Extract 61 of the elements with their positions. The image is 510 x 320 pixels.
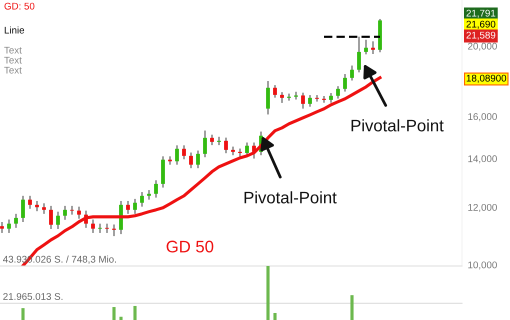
candlestick — [224, 137, 228, 154]
candlestick — [189, 152, 193, 169]
text: 21,791 — [466, 10, 496, 18]
bar — [133, 306, 137, 320]
text: 21,690 — [466, 20, 496, 29]
annotation: Pivotal-Point — [244, 191, 337, 204]
annotation: Pivotal-Point — [352, 119, 444, 132]
candlestick — [308, 94, 312, 108]
candlestick — [336, 86, 340, 100]
candlestick — [28, 195, 32, 210]
annotation: GD: 50 — [4, 2, 34, 10]
candlestick — [266, 80, 270, 116]
candlestick — [0, 221, 4, 234]
candlestick — [182, 144, 186, 160]
annotation: Linie — [4, 26, 24, 34]
candlestick — [357, 36, 361, 73]
y-tick-label: 14,000 — [468, 155, 497, 164]
candlestick — [63, 205, 67, 220]
candlestick — [77, 206, 81, 220]
candlestick — [329, 92, 333, 104]
y-tick-label: 12,000 — [468, 204, 497, 212]
candlestick — [154, 180, 158, 198]
candlestick — [343, 73, 347, 92]
candlestick — [350, 64, 354, 82]
candlestick — [196, 150, 200, 169]
ref-line-label: 21.965.013 S. — [3, 293, 62, 300]
bar — [266, 266, 270, 320]
candlestick — [203, 130, 207, 158]
annotation: Text — [4, 56, 22, 64]
candlestick — [280, 92, 284, 104]
bar — [112, 307, 116, 320]
candlestick — [371, 40, 375, 55]
text: 18,08900 — [466, 74, 506, 83]
candlestick — [112, 224, 116, 237]
y-tick-label: 20,000 — [468, 42, 497, 51]
candlestick — [49, 205, 53, 230]
bar — [21, 308, 25, 320]
candlestick — [126, 200, 130, 214]
candlestick — [301, 92, 305, 110]
y-tick-label: 10,000 — [468, 261, 497, 270]
annotation: Text — [4, 46, 22, 54]
candlestick — [210, 134, 214, 146]
candlestick — [14, 213, 18, 228]
candlestick — [273, 84, 277, 98]
candlestick — [42, 202, 46, 214]
candlestick — [364, 39, 368, 55]
y-tick-label: 16,000 — [468, 113, 497, 122]
candlestick — [56, 211, 60, 230]
annotation: Text — [4, 66, 22, 74]
candlestick — [245, 142, 249, 157]
text: 21,589 — [466, 32, 496, 40]
series-label: GD 50 — [166, 240, 214, 252]
bar — [273, 312, 277, 320]
candlestick — [7, 218, 11, 234]
candlestick — [140, 191, 144, 208]
candlestick — [133, 198, 137, 214]
bar — [350, 295, 354, 320]
candlestick — [91, 218, 95, 234]
candlestick — [175, 144, 179, 166]
candlestick — [21, 195, 25, 223]
candlestick — [147, 189, 151, 200]
